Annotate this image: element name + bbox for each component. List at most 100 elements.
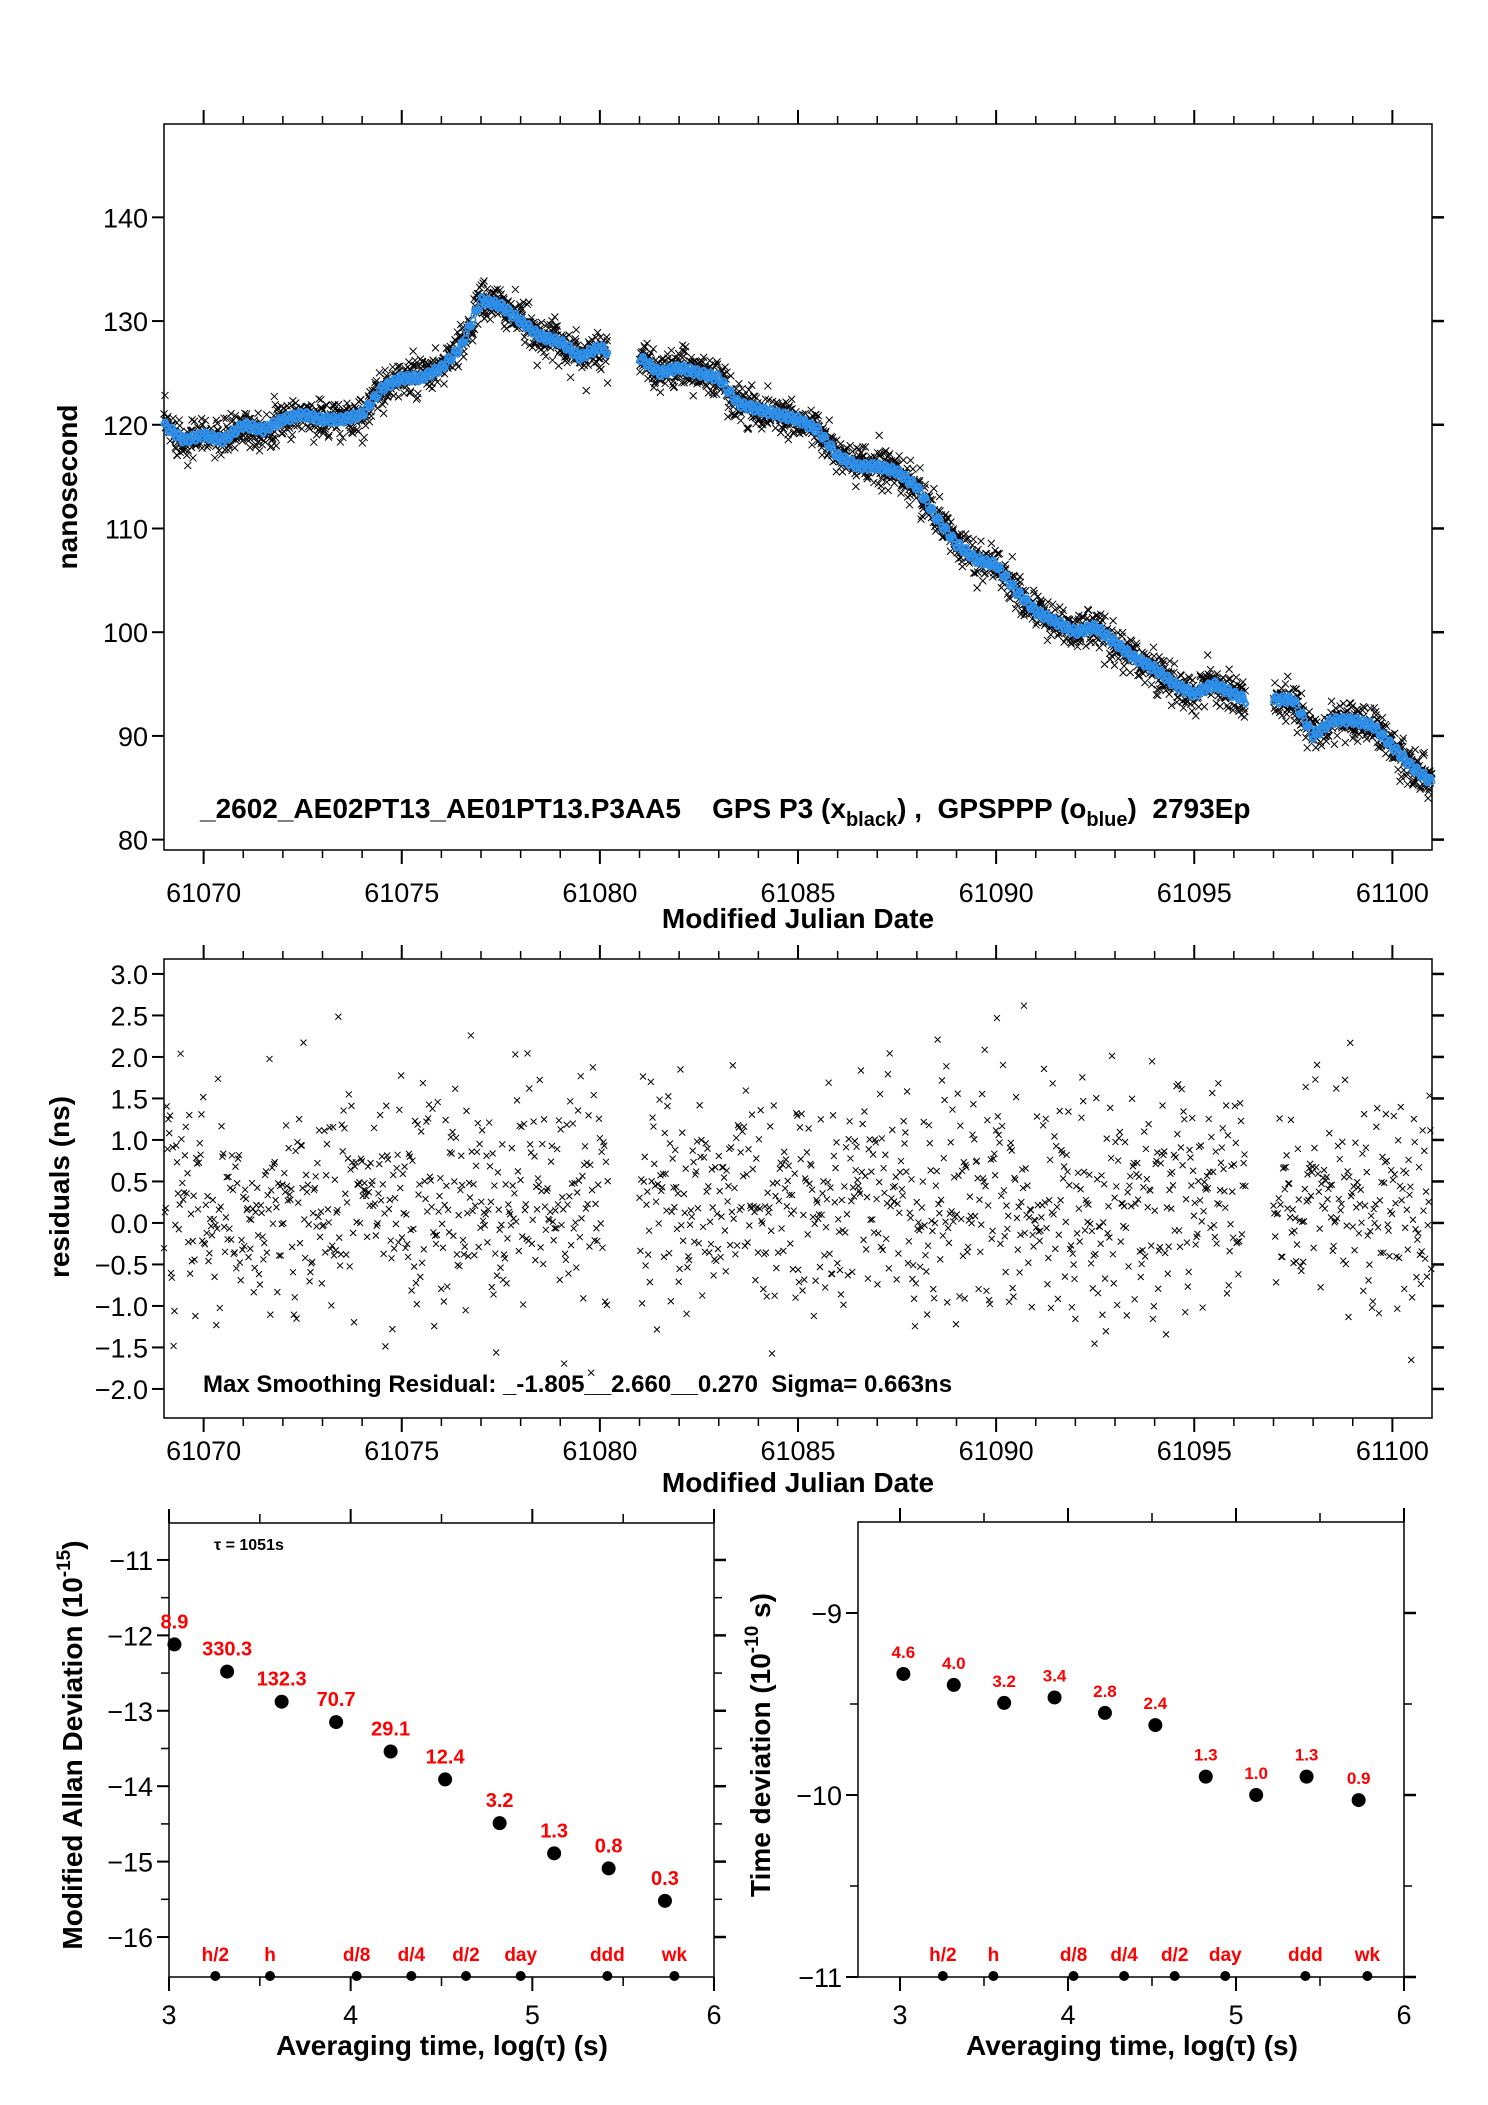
residual-point	[488, 1283, 496, 1291]
residual-point	[467, 1032, 475, 1039]
residual-point	[209, 1196, 217, 1204]
gps-p3-point	[375, 368, 384, 377]
residual-point	[529, 1216, 537, 1224]
residual-point	[509, 1182, 517, 1189]
residual-point	[683, 1310, 690, 1318]
residual-point	[572, 1264, 580, 1271]
residual-point	[566, 1097, 574, 1105]
gps-p3-point	[875, 431, 884, 440]
gpsppp-point	[441, 363, 449, 371]
residual-point	[266, 1055, 273, 1063]
residual-point	[585, 1112, 592, 1119]
gpsppp-point	[273, 422, 281, 429]
residual-point	[495, 1206, 503, 1213]
residual-point	[177, 1050, 184, 1058]
residual-point	[237, 1276, 245, 1284]
gps-p3-point	[511, 285, 520, 294]
residual-point	[786, 1240, 794, 1247]
residual-point	[519, 1301, 527, 1308]
residual-point	[465, 1179, 473, 1187]
gps-p3-point	[1054, 631, 1062, 640]
residual-point	[401, 1163, 408, 1170]
gpsppp-point	[822, 433, 830, 441]
residual-point	[279, 1181, 286, 1188]
residual-point	[602, 1158, 610, 1166]
residual-point	[810, 1312, 818, 1320]
gps-p3-point	[336, 429, 344, 438]
residual-point	[449, 1128, 456, 1136]
residual-point	[313, 1223, 320, 1230]
residual-point	[679, 1237, 687, 1245]
residual-point	[763, 1293, 771, 1300]
residuals-x-tick-label: 61100	[1356, 1436, 1429, 1466]
gps-p3-point	[1046, 630, 1055, 639]
residual-point	[744, 1239, 751, 1246]
residual-point	[445, 1228, 453, 1236]
gps-p3-point	[493, 285, 502, 293]
residual-point	[385, 1205, 393, 1213]
gps-p3-point	[962, 535, 971, 543]
gpsppp-point	[233, 429, 241, 437]
residual-point	[376, 1111, 384, 1119]
residual-point	[661, 1129, 669, 1137]
residual-point	[199, 1093, 207, 1101]
gps-p3-point	[582, 386, 591, 395]
residual-point	[386, 1196, 394, 1204]
residual-point	[176, 1201, 184, 1208]
gps-p3-point	[1224, 675, 1233, 683]
residual-point	[470, 1181, 477, 1188]
gps-p3-point	[1188, 707, 1196, 715]
residual-point	[781, 1185, 789, 1192]
residual-point	[205, 1257, 212, 1265]
residual-point	[716, 1187, 724, 1195]
residual-point	[819, 1190, 826, 1197]
residual-point	[293, 1315, 300, 1323]
residual-point	[263, 1249, 271, 1257]
residual-annotation: Max Smoothing Residual: _-1.805__2.660__…	[203, 1371, 952, 1398]
residual-point	[189, 1237, 197, 1245]
residual-point	[316, 1233, 324, 1241]
residual-point	[453, 1251, 461, 1258]
gpsppp-point	[728, 388, 735, 395]
residual-point	[295, 1115, 303, 1123]
residual-point	[791, 1170, 799, 1177]
gps-p3-point	[944, 514, 952, 523]
residual-point	[503, 1280, 510, 1287]
residual-point	[218, 1122, 225, 1130]
gps-p3-point	[916, 463, 924, 472]
residual-point	[318, 1280, 326, 1287]
timeseries-y-tick-label: 100	[103, 618, 148, 648]
gps-p3-point	[726, 372, 735, 380]
gpsppp-point	[721, 380, 729, 388]
residual-point	[211, 1273, 218, 1281]
gps-p3-point	[997, 583, 1006, 592]
gps-p3-point	[517, 303, 525, 312]
residual-point	[741, 1242, 749, 1250]
residual-point	[309, 1209, 317, 1217]
residual-point	[338, 1121, 346, 1129]
residual-point	[179, 1196, 187, 1204]
timeseries-y-tick-label: 140	[103, 203, 148, 233]
residual-point	[723, 1167, 731, 1174]
gps-p3-point	[878, 487, 886, 495]
residual-point	[714, 1245, 722, 1253]
residual-point	[699, 1223, 707, 1231]
residual-point	[566, 1192, 573, 1200]
residuals-plot-frame	[163, 958, 1433, 1419]
residual-point	[440, 1298, 448, 1305]
residual-point	[443, 1283, 451, 1290]
gps-p3-point	[1424, 794, 1432, 803]
residual-point	[769, 1180, 777, 1187]
gps-p3-point	[744, 424, 753, 432]
gps-p3-point	[479, 279, 487, 287]
gps-p3-point	[679, 352, 688, 361]
gpsppp-point	[829, 444, 837, 452]
gps-p3-point	[468, 336, 477, 345]
residual-point	[254, 1231, 262, 1239]
timeseries-plot-frame	[163, 123, 1433, 851]
residual-point	[771, 1292, 778, 1300]
gps-p3-point	[338, 433, 347, 442]
gps-p3-point	[881, 447, 890, 455]
gps-p3-point	[373, 404, 382, 412]
residual-point	[684, 1264, 691, 1271]
